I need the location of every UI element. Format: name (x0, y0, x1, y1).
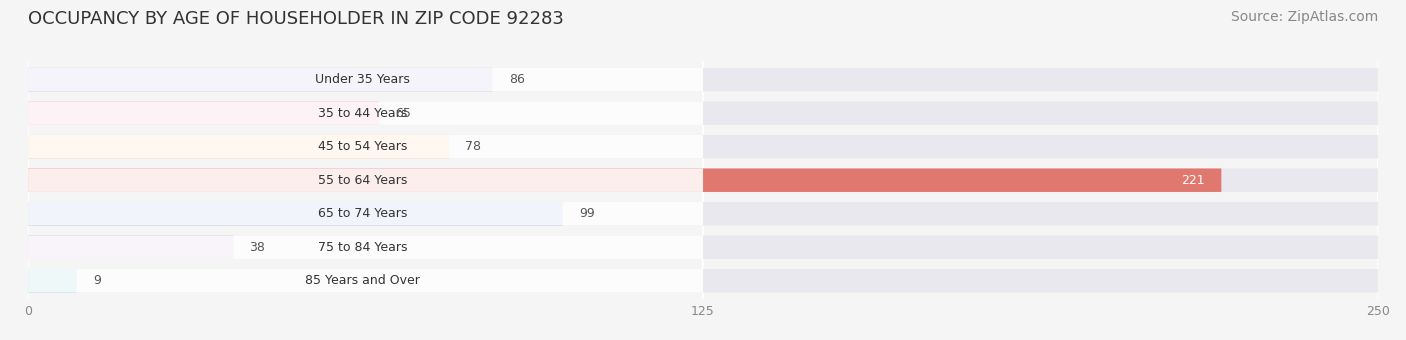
FancyBboxPatch shape (28, 135, 1378, 158)
FancyBboxPatch shape (28, 135, 450, 158)
FancyBboxPatch shape (28, 202, 562, 225)
Text: 75 to 84 Years: 75 to 84 Years (318, 241, 408, 254)
FancyBboxPatch shape (28, 101, 380, 125)
FancyBboxPatch shape (28, 68, 1378, 91)
Text: OCCUPANCY BY AGE OF HOUSEHOLDER IN ZIP CODE 92283: OCCUPANCY BY AGE OF HOUSEHOLDER IN ZIP C… (28, 10, 564, 28)
FancyBboxPatch shape (28, 168, 703, 192)
FancyBboxPatch shape (28, 236, 1378, 259)
Text: 86: 86 (509, 73, 524, 86)
Text: 35 to 44 Years: 35 to 44 Years (318, 107, 408, 120)
FancyBboxPatch shape (28, 202, 703, 225)
FancyBboxPatch shape (28, 202, 1378, 225)
Text: 65: 65 (395, 107, 411, 120)
Text: 221: 221 (1181, 174, 1205, 187)
FancyBboxPatch shape (28, 236, 233, 259)
FancyBboxPatch shape (28, 168, 1378, 192)
FancyBboxPatch shape (28, 269, 77, 292)
FancyBboxPatch shape (28, 269, 1378, 292)
FancyBboxPatch shape (28, 68, 492, 91)
Text: 85 Years and Over: 85 Years and Over (305, 274, 420, 287)
Text: Under 35 Years: Under 35 Years (315, 73, 411, 86)
Text: 45 to 54 Years: 45 to 54 Years (318, 140, 408, 153)
Text: 65 to 74 Years: 65 to 74 Years (318, 207, 408, 220)
Text: 9: 9 (93, 274, 101, 287)
Text: 99: 99 (579, 207, 595, 220)
FancyBboxPatch shape (28, 101, 703, 125)
Text: 38: 38 (249, 241, 266, 254)
Text: 55 to 64 Years: 55 to 64 Years (318, 174, 408, 187)
Text: 78: 78 (465, 140, 481, 153)
FancyBboxPatch shape (28, 269, 703, 292)
FancyBboxPatch shape (28, 135, 703, 158)
FancyBboxPatch shape (28, 101, 1378, 125)
FancyBboxPatch shape (28, 168, 1222, 192)
Text: Source: ZipAtlas.com: Source: ZipAtlas.com (1230, 10, 1378, 24)
FancyBboxPatch shape (28, 236, 703, 259)
FancyBboxPatch shape (28, 68, 703, 91)
